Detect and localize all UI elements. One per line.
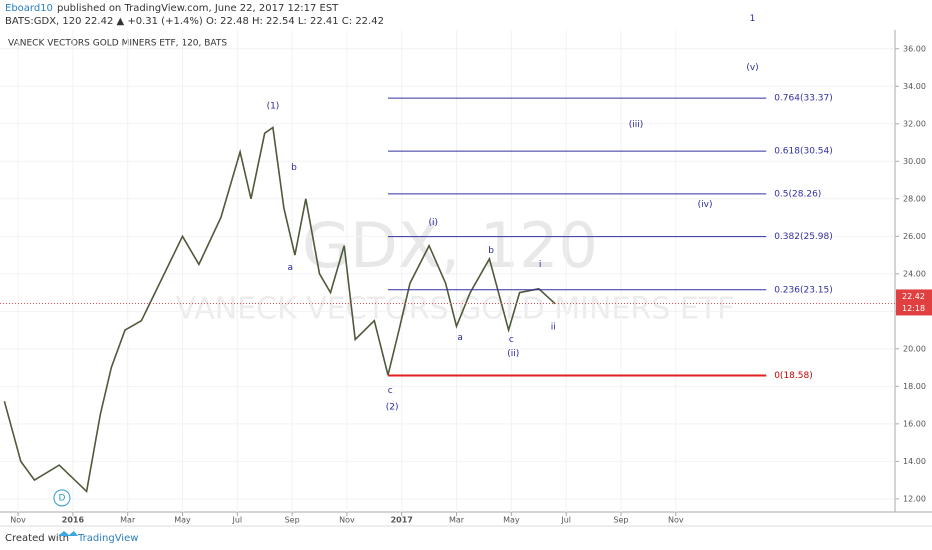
y-tick-label: 16.00 [903, 419, 926, 428]
watermark: GDX, 120 [302, 209, 598, 282]
wave-label: b [291, 163, 297, 173]
wave-label: i [539, 260, 542, 270]
fib-label: 0(18.58) [774, 371, 813, 381]
y-tick-label: 36.00 [903, 44, 926, 53]
circled-marker [53, 489, 71, 507]
fib-label: 0.618(30.54) [774, 147, 833, 157]
wave-label: (i) [428, 218, 438, 228]
circled-label: D [58, 493, 65, 503]
x-tick-label: 2017 [391, 516, 413, 525]
footer-created: Created with [5, 533, 69, 544]
x-tick-label: Jul [560, 516, 571, 525]
wave-label: (2) [386, 402, 399, 412]
fib-label: 0.5(28.26) [774, 189, 821, 199]
y-tick-label: 26.00 [903, 232, 926, 241]
wave-label: b [488, 246, 494, 256]
wave-label: 1 [750, 14, 756, 24]
y-tick-label: 20.00 [903, 344, 926, 353]
chart-title: VANECK VECTORS GOLD MINERS ETF, 120, BAT… [8, 39, 227, 49]
y-tick-label: 34.00 [903, 82, 926, 91]
y-tick-label: 24.00 [903, 269, 926, 278]
x-tick-label: Sep [285, 516, 300, 525]
last-price-label: 22.42 [902, 292, 925, 301]
y-tick-label: 12.00 [903, 494, 926, 503]
last-time-label: 12:18 [902, 304, 925, 313]
wave-label: (v) [746, 63, 758, 73]
wave-label: c [509, 335, 514, 345]
ticker-line: BATS:GDX, 120 22.42 ▲ +0.31 (+1.4%) O: 2… [5, 16, 384, 27]
fib-label: 0.236(23.15) [774, 285, 833, 295]
fib-label: 0.764(33.37) [774, 94, 833, 104]
wave-label: (iii) [629, 120, 644, 130]
fib-label: 0.382(25.98) [774, 232, 833, 242]
logo [58, 531, 78, 536]
wave-label: (ii) [507, 349, 519, 359]
x-tick-label: May [503, 516, 520, 525]
x-tick-label: Nov [10, 516, 26, 525]
y-tick-label: 28.00 [903, 194, 926, 203]
wave-label: a [287, 263, 293, 273]
wave-label: (1) [267, 101, 280, 111]
wave-label: (iv) [698, 200, 713, 210]
x-tick-label: Nov [339, 516, 355, 525]
x-tick-label: 2016 [62, 516, 85, 525]
x-tick-label: Mar [120, 516, 136, 525]
author[interactable]: Eboard10 [5, 3, 53, 14]
published: published on TradingView.com, June 22, 2… [57, 3, 339, 14]
x-tick-label: Sep [613, 516, 628, 525]
wave-label: ii [551, 323, 556, 333]
y-tick-label: 30.00 [903, 157, 926, 166]
footer-brand[interactable]: TradingView [77, 533, 138, 544]
x-tick-label: Mar [449, 516, 465, 525]
y-tick-label: 14.00 [903, 457, 926, 466]
y-tick-label: 32.00 [903, 119, 926, 128]
price-line [3, 126, 556, 494]
x-tick-label: Nov [668, 516, 684, 525]
last-price-box [896, 289, 932, 316]
x-tick-label: May [174, 516, 191, 525]
wave-label: c [388, 386, 393, 396]
y-tick-label: 18.00 [903, 382, 926, 391]
x-tick-label: Jul [231, 516, 242, 525]
wave-label: a [457, 333, 463, 343]
